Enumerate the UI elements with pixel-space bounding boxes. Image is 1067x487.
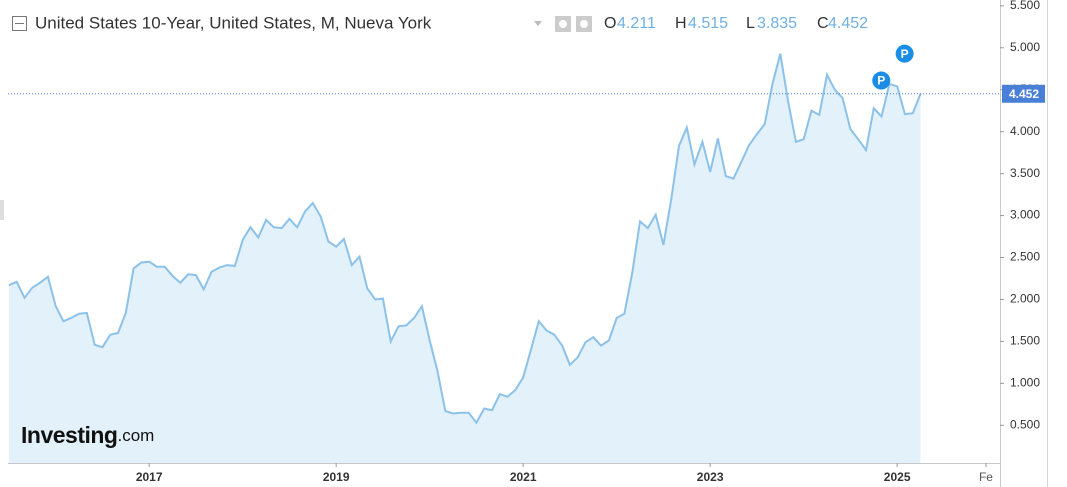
resize-handle[interactable] <box>0 200 4 220</box>
y-tick-label: 3.500 <box>1010 166 1040 180</box>
dropdown-arrow[interactable] <box>534 21 542 26</box>
logo: Investing.com <box>21 422 154 448</box>
annotation-marker <box>895 44 914 63</box>
annotation-label: P <box>901 47 909 61</box>
ohlc-key: O <box>604 15 616 32</box>
y-tick-label: 1.500 <box>1010 334 1040 348</box>
ohlc-value: 4.515 <box>688 15 728 32</box>
annotation-marker <box>872 71 891 90</box>
ohlc-key: L <box>746 15 755 32</box>
y-tick-label: 5.000 <box>1010 40 1040 54</box>
y-tick-label: 1.000 <box>1010 375 1040 389</box>
ohlc-value: 4.452 <box>828 15 868 32</box>
logo-brand: Investing <box>21 422 117 448</box>
price-tag <box>1002 84 1045 103</box>
y-tick-label: 0.500 <box>1010 417 1040 431</box>
x-tick-label: 2019 <box>323 470 350 484</box>
x-tick-label: 2021 <box>510 470 537 484</box>
ohlc-value: 3.835 <box>757 15 797 32</box>
x-tick-label: 2025 <box>884 470 911 484</box>
gear-icon-dot <box>580 20 588 28</box>
annotation-label: P <box>877 74 885 88</box>
x-tick-label: 2023 <box>697 470 724 484</box>
price-tag-label: 4.452 <box>1009 87 1039 101</box>
y-tick-label: 4.000 <box>1010 124 1040 138</box>
settings-icon-dot <box>559 20 567 28</box>
y-tick-label: 3.000 <box>1010 208 1040 222</box>
ohlc-value: 4.211 <box>617 15 656 32</box>
y-tick-label: 5.500 <box>1010 0 1040 12</box>
y-tick-label: 2.000 <box>1010 292 1040 306</box>
x-tick-label: 2017 <box>136 470 163 484</box>
line <box>8 53 922 425</box>
y-tick-label: 2.500 <box>1010 250 1040 264</box>
plot-area <box>8 53 922 463</box>
chart-title: United States 10-Year, United States, M,… <box>35 13 432 32</box>
ohlc-key: C <box>817 15 829 32</box>
x-tick-label: Fe <box>979 470 993 484</box>
logo-suffix: .com <box>117 426 154 445</box>
ohlc-legend: O 4.211 H 4.515 L 3.835 C 4.452 <box>604 15 868 32</box>
ohlc-key: H <box>675 15 687 32</box>
